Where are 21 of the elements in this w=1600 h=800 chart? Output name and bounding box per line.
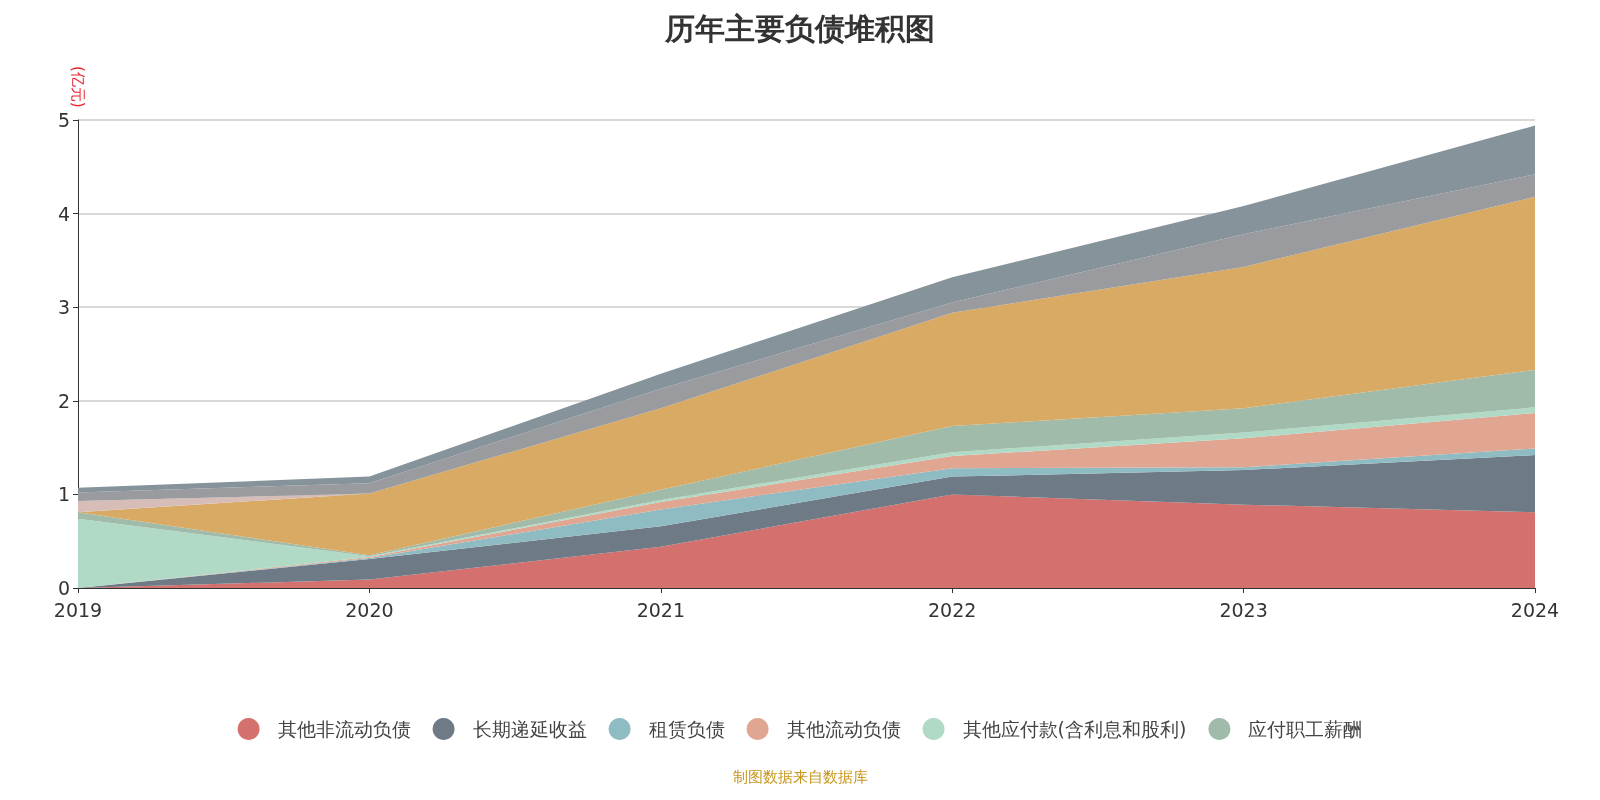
x-tick-label: 2019 [53,598,103,621]
legend-label: 其他流动负债 [786,718,901,740]
x-tick-label: 2021 [636,598,685,621]
y-axis-title: (亿元) [69,65,87,108]
y-tick-label: 5 [57,109,70,131]
x-tick-label: 2023 [1219,598,1268,621]
y-tick-label: 3 [57,296,70,319]
legend-label: 应付职工薪酬 [1248,718,1363,740]
legend-label: 长期递延收益 [472,718,587,740]
y-tick-label: 0 [57,577,70,599]
y-tick-label: 2 [57,389,70,412]
y-tick-label: 4 [57,202,70,225]
x-tick-label: 2022 [928,598,977,621]
legend-label: 其他应付款(含利息和股利) [962,718,1187,740]
x-tick-label: 2020 [345,598,394,621]
chart-title: 历年主要负债堆积图 [664,10,935,46]
text: 制图数据来自数据库 [732,767,868,786]
x-tick-label: 2024 [1510,598,1560,621]
legend-label: 租赁负债 [648,718,725,740]
y-tick-label: 1 [57,483,70,506]
legend-label: 其他非流动负债 [277,718,411,740]
